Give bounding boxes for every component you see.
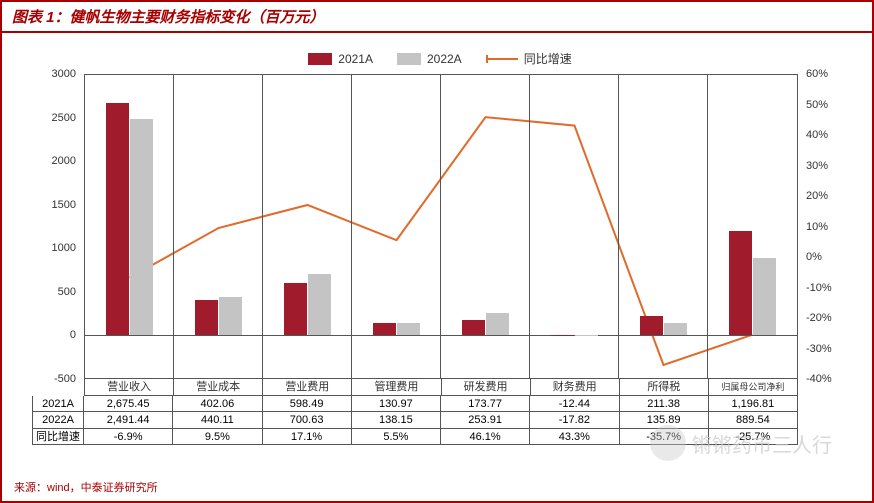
- category-header-row: 营业收入营业成本营业费用管理费用研发费用财务费用所得税归属母公司净利: [84, 379, 798, 396]
- bar-2022a: [397, 323, 419, 335]
- chart-title: 图表 1：健帆生物主要财务指标变化（百万元）: [12, 6, 325, 27]
- ytick-right: 0%: [806, 251, 822, 263]
- ytick-right: -20%: [806, 312, 832, 324]
- ytick-right: 60%: [806, 68, 828, 80]
- bar-2022a: [664, 323, 686, 335]
- legend-label-line: 同比增速: [524, 50, 572, 67]
- legend: 2021A 2022A 同比增速: [32, 50, 848, 67]
- category-label: 财务费用: [531, 379, 620, 395]
- bar-2022a: [753, 258, 775, 335]
- ytick-left: 500: [58, 286, 76, 298]
- ytick-left: 1000: [52, 242, 76, 254]
- bar-2022a: [486, 313, 508, 335]
- category-label: 管理费用: [352, 379, 441, 395]
- ytick-right: 40%: [806, 129, 828, 141]
- legend-item-2022a: 2022A: [397, 50, 462, 67]
- row-label-growth: 同比增速: [32, 429, 84, 445]
- bar-2021a: [284, 283, 306, 335]
- ytick-right: 20%: [806, 190, 828, 202]
- table-cell: 173.77: [441, 396, 530, 412]
- bar-2022a: [308, 274, 330, 335]
- bar-2021a: [195, 300, 217, 335]
- table-cell: 138.15: [352, 412, 441, 428]
- ytick-right: 30%: [806, 160, 828, 172]
- ytick-left: 2500: [52, 112, 76, 124]
- table-cell: 9.5%: [173, 429, 262, 445]
- bar-2022a: [219, 297, 241, 335]
- table-cell: 402.06: [173, 396, 262, 412]
- table-cell: 1,196.81: [709, 396, 797, 412]
- table-cell: 889.54: [709, 412, 797, 428]
- bar-2021a: [106, 103, 128, 335]
- chart-area: 2021A 2022A 同比增速 -500 0 500 1000 1500 2000 250…: [32, 42, 848, 461]
- table-cell: -17.82: [530, 412, 619, 428]
- plot-region: [84, 74, 798, 379]
- category-label: 所得税: [620, 379, 709, 395]
- ytick-left: 0: [70, 329, 76, 341]
- ytick-left: -500: [54, 373, 76, 385]
- source-text: 来源：wind，中泰证券研究所: [14, 479, 158, 495]
- category-label: 营业成本: [174, 379, 263, 395]
- table-cell: 598.49: [263, 396, 352, 412]
- category-column: [530, 75, 619, 378]
- legend-item-2021a: 2021A: [308, 50, 373, 67]
- table-row-growth: 同比增速 -6.9%9.5%17.1%5.5%46.1%43.3%-35.7%-…: [32, 429, 798, 446]
- category-label: 归属母公司净利: [709, 379, 797, 395]
- table-cell: -35.7%: [620, 429, 709, 445]
- table-row-2021a: 2021A 2,675.45402.06598.49130.97173.77-1…: [32, 396, 798, 413]
- table-cell: -12.44: [530, 396, 619, 412]
- table-row-2022a: 2022A 2,491.44440.11700.63138.15253.91-1…: [32, 412, 798, 429]
- table-cell: 700.63: [263, 412, 352, 428]
- chart-frame: 图表 1：健帆生物主要财务指标变化（百万元） 2021A 2022A 同比增速 …: [0, 0, 874, 503]
- table-cell: 440.11: [173, 412, 262, 428]
- table-cell: -25.7%: [709, 429, 797, 445]
- y-axis-left: -500050010001500200025003000: [32, 74, 82, 379]
- category-label: 研发费用: [442, 379, 531, 395]
- table-cell: 253.91: [441, 412, 530, 428]
- table-cell: 17.1%: [263, 429, 352, 445]
- title-bar: 图表 1：健帆生物主要财务指标变化（百万元）: [2, 2, 872, 33]
- legend-line-icon: [486, 58, 518, 60]
- table-cell: 2,491.44: [84, 412, 173, 428]
- ytick-left: 3000: [52, 68, 76, 80]
- ytick-right: -40%: [806, 373, 832, 385]
- table-cell: 2,675.45: [84, 396, 173, 412]
- bar-2021a: [640, 316, 662, 334]
- bar-2021a: [373, 323, 395, 334]
- table-cell: 135.89: [620, 412, 709, 428]
- ytick-right: -30%: [806, 343, 832, 355]
- table-cell: 211.38: [620, 396, 709, 412]
- legend-label-a: 2021A: [338, 52, 373, 66]
- y-axis-right: -40%-30%-20%-10%0%10%20%30%40%50%60%: [800, 74, 848, 379]
- table-cell: -6.9%: [84, 429, 173, 445]
- table-cell: 5.5%: [352, 429, 441, 445]
- table-cell: 46.1%: [441, 429, 530, 445]
- legend-swatch-a: [308, 53, 332, 65]
- table-cell: 130.97: [352, 396, 441, 412]
- bar-2021a: [551, 335, 573, 336]
- ytick-right: 50%: [806, 99, 828, 111]
- category-label: 营业费用: [263, 379, 352, 395]
- ytick-right: 10%: [806, 221, 828, 233]
- table-cell: 43.3%: [530, 429, 619, 445]
- legend-item-growth: 同比增速: [486, 50, 572, 67]
- legend-swatch-b: [397, 53, 421, 65]
- row-label-2022a: 2022A: [32, 412, 84, 428]
- bar-2021a: [462, 320, 484, 335]
- bar-2022a: [130, 119, 152, 335]
- bar-2021a: [729, 231, 751, 335]
- category-label: 营业收入: [85, 379, 174, 395]
- row-label-2021a: 2021A: [32, 396, 84, 412]
- bar-2022a: [575, 335, 597, 337]
- ytick-left: 1500: [52, 199, 76, 211]
- ytick-left: 2000: [52, 155, 76, 167]
- legend-label-b: 2022A: [427, 52, 462, 66]
- ytick-right: -10%: [806, 282, 832, 294]
